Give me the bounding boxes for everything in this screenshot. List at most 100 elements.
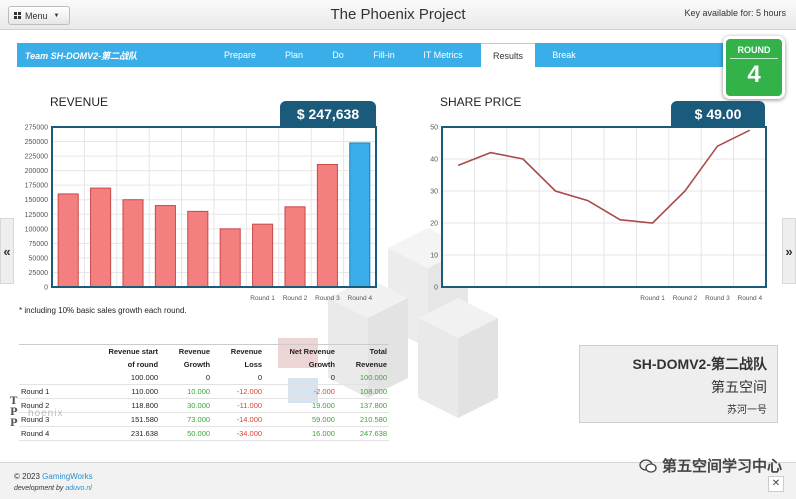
table-cell: 0 xyxy=(330,372,335,382)
table-cell: Round 2 xyxy=(21,401,50,410)
revenue-bar xyxy=(284,206,306,288)
revenue-bar xyxy=(219,228,241,288)
development-credit: development by aduvo.nl xyxy=(14,485,92,492)
table-row: 100.000 0 0 0 100.000 xyxy=(19,371,389,385)
y-tick-label: 40 xyxy=(430,157,438,164)
y-tick-label: 150000 xyxy=(25,197,48,204)
table-cell: -11.000 xyxy=(237,401,263,410)
nav-bar: Team SH-DOMV2-第二战队 Prepare Plan Do Fill-… xyxy=(17,43,779,67)
copyright-prefix: © 2023 xyxy=(14,472,43,481)
y-tick-label: 50000 xyxy=(29,255,49,262)
table-cell: 0 xyxy=(257,372,263,382)
logo-word: hoenix xyxy=(28,408,64,419)
y-tick-label: 0 xyxy=(44,285,48,292)
table-cell: 73.000 xyxy=(187,415,211,424)
revenue-bar xyxy=(349,142,371,288)
table-cell: 50.000 xyxy=(187,429,211,438)
table-cell: 19.000 xyxy=(312,401,335,410)
watermark-text: 第五空间学习中心 xyxy=(661,458,782,475)
dev-prefix: development by xyxy=(14,485,66,492)
menu-label: Menu xyxy=(25,10,48,21)
share-price-value-box: $ 49.00 xyxy=(671,101,765,127)
table-header xyxy=(19,345,81,358)
table-header: Loss xyxy=(244,359,263,369)
y-tick-label: 225000 xyxy=(25,154,48,161)
table-cell: 118.800 xyxy=(131,401,159,410)
y-tick-label: 0 xyxy=(434,285,438,292)
table-cell: 108.000 xyxy=(359,387,387,396)
table-cell: 137.800 xyxy=(359,401,387,410)
watermark: 第五空间学习中心 xyxy=(639,455,782,476)
phoenix-logo: T P P xyxy=(10,396,18,429)
table-cell: Round 4 xyxy=(21,429,50,438)
table-header: Revenue start xyxy=(108,346,159,356)
revenue-bar xyxy=(90,187,112,288)
share-price-line xyxy=(457,129,751,224)
table-cell: 231.638 xyxy=(130,429,159,438)
x-tick-label: Round 2 xyxy=(283,295,308,302)
table-cell: 151.580 xyxy=(130,415,159,424)
table-header: Revenue xyxy=(355,359,387,369)
y-tick-label: 275000 xyxy=(25,125,48,132)
table-row: Round 3 151.580 73.000 -14.000 59.000 21… xyxy=(19,413,389,427)
logo-letter: P xyxy=(10,407,18,418)
x-tick-label: Round 3 xyxy=(705,295,730,302)
table-row: Round 4 231.638 50.000 -34.000 16.000 24… xyxy=(19,427,389,441)
revenue-bar xyxy=(122,199,144,288)
table-cell: 16.000 xyxy=(312,429,335,438)
round-badge: ROUND 4 xyxy=(723,36,785,99)
table-cell: Round 1 xyxy=(21,387,50,396)
tab-plan[interactable]: Plan xyxy=(284,50,303,60)
revenue-title: REVENUE xyxy=(50,95,109,109)
table-cell: -34.000 xyxy=(236,429,263,438)
y-tick-label: 10 xyxy=(430,253,438,260)
footer: © 2023 GamingWorks development by aduvo.… xyxy=(0,462,796,499)
caret-down-icon: ▼ xyxy=(53,12,60,19)
revenue-bar xyxy=(187,210,209,288)
table-cell: -2.000 xyxy=(313,387,335,396)
tab-break[interactable]: Break xyxy=(552,50,576,60)
x-tick-label: Round 4 xyxy=(348,295,373,302)
round-number: 4 xyxy=(747,61,761,88)
table-cell xyxy=(19,371,81,385)
menu-button[interactable]: Menu ▼ xyxy=(8,6,70,25)
table-row: Round 1 110.000 10.000 -12.000 -2.000 10… xyxy=(19,385,389,399)
revenue-bar xyxy=(154,205,176,288)
table-header: Revenue xyxy=(178,346,211,356)
y-tick-label: 25000 xyxy=(29,270,49,277)
team-user: 苏河一号 xyxy=(727,405,767,416)
table-header: Total xyxy=(369,346,387,356)
revenue-value-box: $ 247,638 xyxy=(280,101,376,127)
logo-letter: P xyxy=(10,418,18,429)
table-header: Net Revenue xyxy=(289,346,335,356)
y-tick-label: 100000 xyxy=(25,226,48,233)
table-cell: 59.000 xyxy=(312,415,335,424)
x-tick-label: Round 2 xyxy=(673,295,698,302)
tab-do[interactable]: Do xyxy=(332,50,344,60)
close-button[interactable]: ✕ xyxy=(768,476,784,492)
revenue-bar xyxy=(57,193,79,288)
table-cell: 100.000 xyxy=(130,372,159,382)
y-tick-label: 175000 xyxy=(25,183,48,190)
y-tick-label: 20 xyxy=(430,221,438,228)
table-cell: 247.638 xyxy=(359,429,387,438)
next-arrow-button[interactable]: » xyxy=(782,218,796,284)
aduvo-link[interactable]: aduvo.nl xyxy=(65,485,92,492)
tab-it-metrics[interactable]: IT Metrics xyxy=(423,50,463,60)
tab-prepare[interactable]: Prepare xyxy=(223,50,257,60)
revenue-bar xyxy=(316,163,338,288)
previous-arrow-button[interactable]: « xyxy=(0,218,14,284)
share-price-title: SHARE PRICE xyxy=(440,95,522,109)
grid-icon xyxy=(14,12,21,19)
logo-letter: T xyxy=(10,396,18,407)
tab-results[interactable]: Results xyxy=(481,43,535,67)
team-label: Team SH-DOMV2-第二战队 xyxy=(25,51,138,61)
revenue-chart: 0 25000 50000 75000 100000 125000 150000 175000… xyxy=(25,125,377,302)
y-tick-label: 30 xyxy=(430,189,438,196)
gamingworks-link[interactable]: GamingWorks xyxy=(42,472,93,481)
table-header: Revenue xyxy=(230,346,263,356)
copyright: © 2023 GamingWorks xyxy=(14,472,93,481)
tab-fill-in[interactable]: Fill-in xyxy=(373,50,395,60)
table-cell: 0 xyxy=(205,372,211,382)
table-cell: Round 3 xyxy=(21,415,50,424)
